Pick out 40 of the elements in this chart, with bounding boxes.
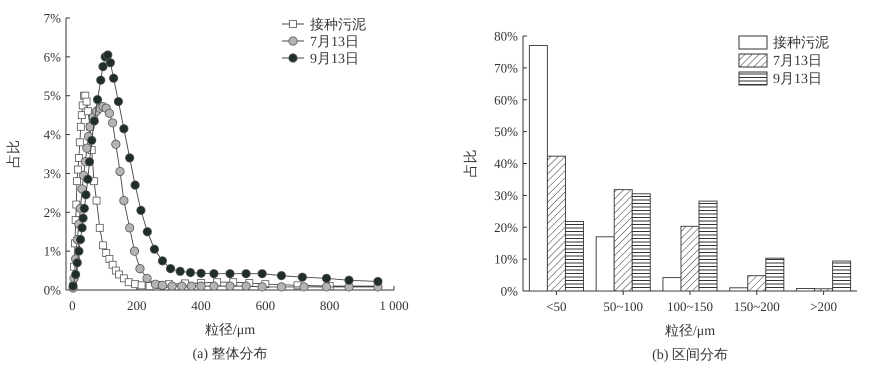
y-tick-label: 0% [44, 282, 62, 298]
y-tick-label: 0% [500, 284, 518, 298]
y-tick-label: 4% [44, 127, 62, 142]
x-tick-label: 150~200 [734, 299, 780, 314]
legend-label: 接种污泥 [773, 35, 829, 51]
x-tick-label: 1 000 [379, 298, 409, 313]
y-tick-label: 2% [44, 204, 62, 220]
x-tick-label: 800 [320, 298, 340, 313]
y-tick-label: 20% [494, 220, 518, 235]
legend-label: 9月13日 [773, 72, 822, 87]
x-tick-label: <50 [546, 299, 567, 314]
x-tick-label: 200 [126, 298, 146, 313]
y-tick-label: 10% [494, 252, 518, 267]
x-tick-label: 400 [191, 298, 211, 313]
x-axis-title: 粒径/μm [204, 322, 256, 338]
text: (b) 区间分布 [652, 347, 728, 363]
x-tick-label: 0 [69, 298, 76, 313]
y-axis-title: 占比 [6, 140, 22, 168]
x-axis-title: 粒径/μm [664, 323, 716, 339]
y-tick-label: 7% [44, 10, 62, 26]
x-tick-label: 600 [256, 298, 276, 313]
legend-label: 7月13日 [773, 54, 822, 69]
legend-label: 9月13日 [310, 52, 359, 67]
y-tick-label: 5% [44, 88, 62, 104]
y-tick-label: 3% [44, 166, 62, 181]
text: (a) 整体分布 [192, 346, 268, 362]
x-tick-label: >200 [810, 299, 838, 314]
x-tick-label: 100~150 [666, 299, 714, 314]
legend-label: 接种污泥 [310, 17, 366, 33]
y-tick-label: 70% [494, 60, 518, 76]
y-tick-label: 6% [44, 49, 62, 64]
y-tick-label: 40% [494, 156, 518, 171]
legend-label: 7月13日 [310, 35, 359, 50]
y-tick-label: 30% [494, 188, 518, 203]
y-tick-label: 80% [494, 28, 518, 44]
y-axis-title: 占比 [463, 150, 479, 178]
y-tick-label: 1% [44, 244, 62, 259]
x-tick-label: 50~100 [603, 299, 643, 314]
y-tick-label: 50% [494, 124, 518, 140]
y-tick-label: 60% [494, 92, 518, 108]
